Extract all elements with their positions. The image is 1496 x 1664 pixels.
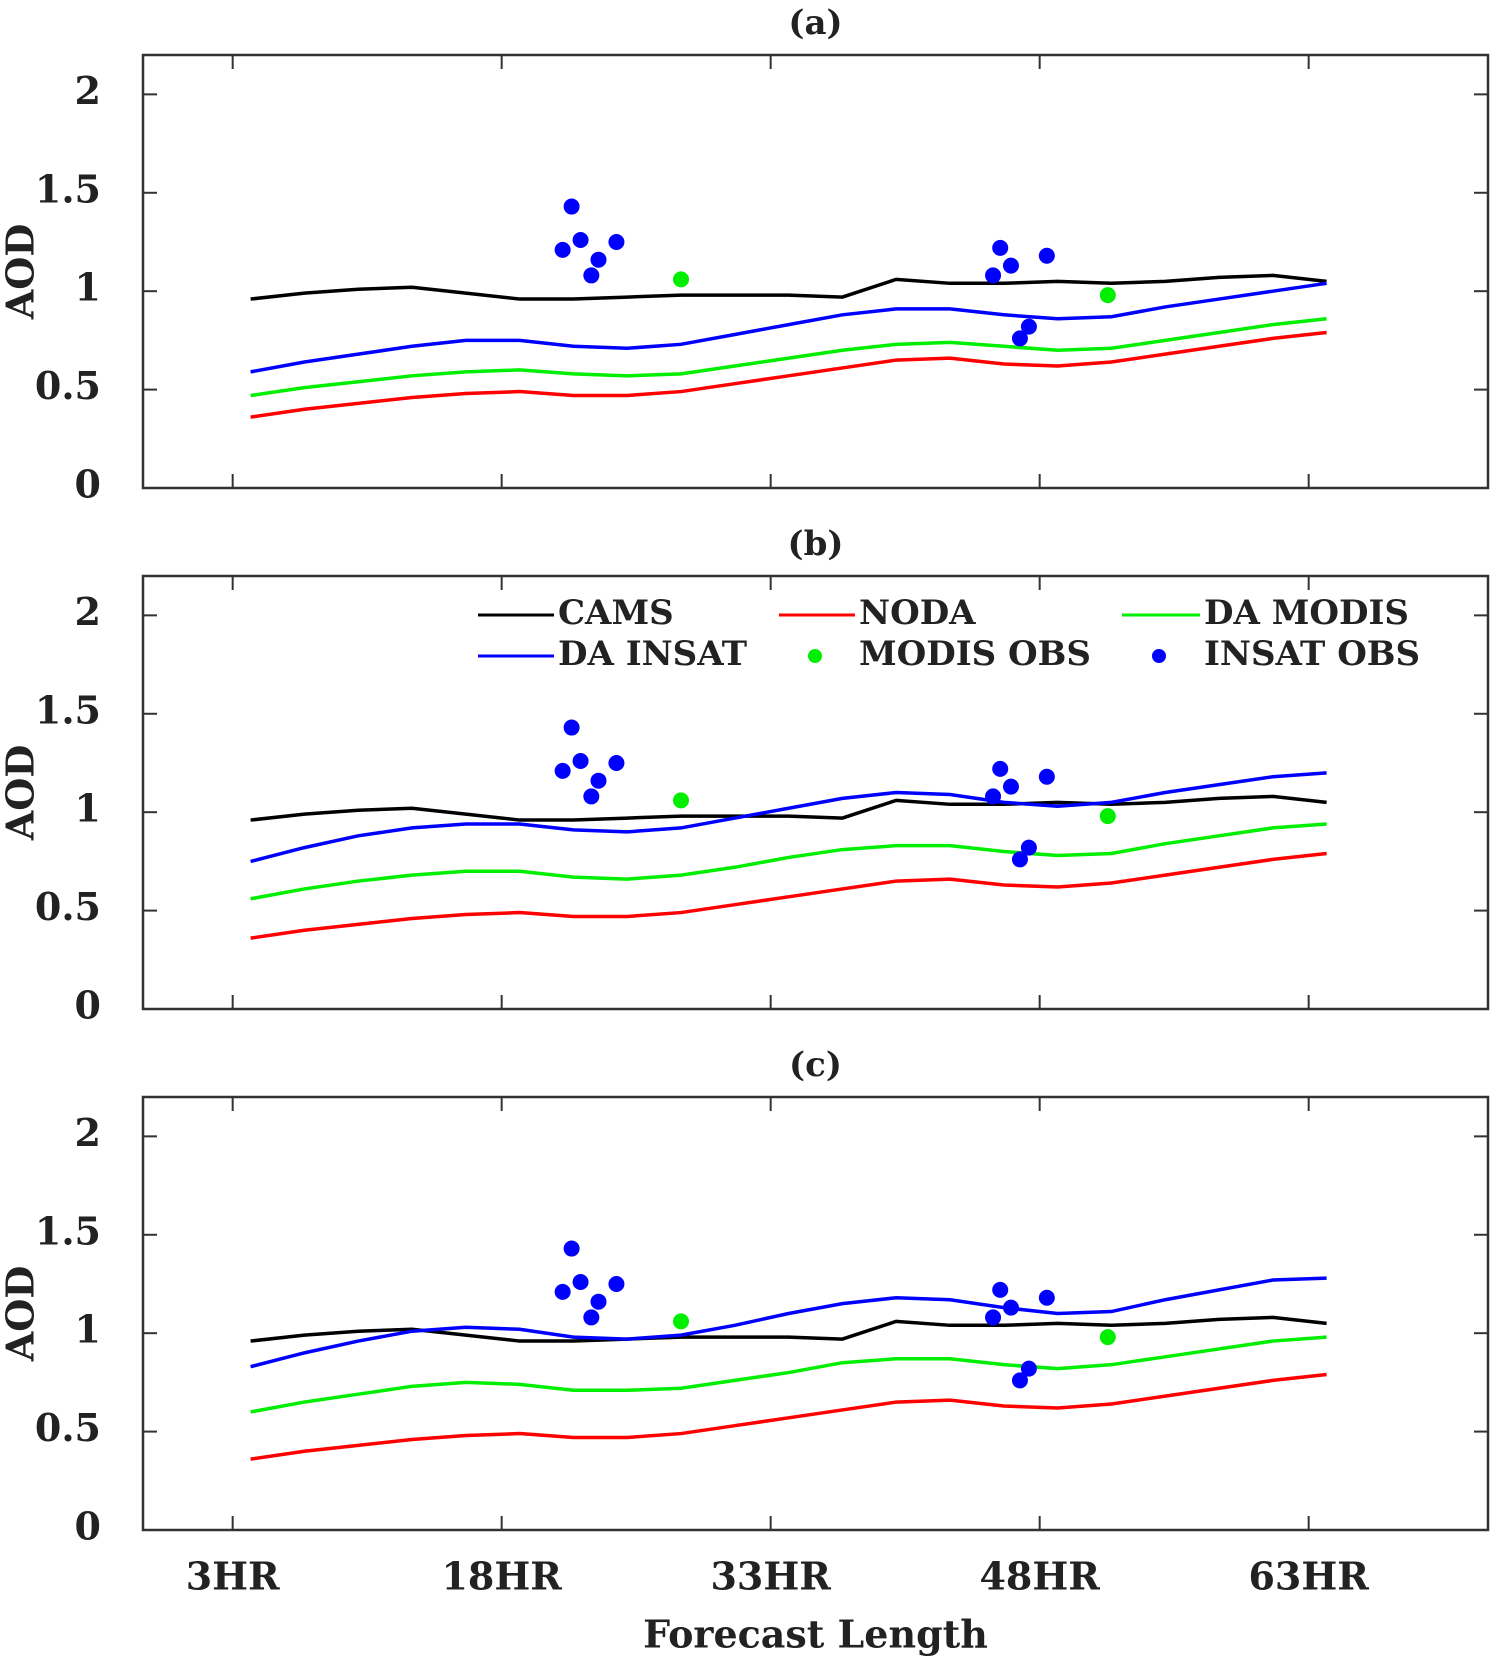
y-tick-label: 1.5 (35, 166, 101, 211)
obs-point (1002, 257, 1019, 274)
y-tick-label: 2 (75, 1110, 101, 1155)
y-tick-label: 0 (75, 462, 101, 507)
series-line (250, 330, 1327, 419)
obs-point (554, 241, 571, 258)
obs-point (1099, 1329, 1116, 1346)
obs-point (992, 760, 1009, 777)
obs-point (1011, 851, 1028, 868)
obs-point (608, 754, 625, 771)
obs-point (673, 792, 689, 809)
series-line (250, 794, 1327, 822)
series-line (250, 316, 1327, 398)
obs-point (572, 1274, 589, 1291)
series-line (250, 1372, 1327, 1461)
y-tick-label: 2 (75, 589, 101, 634)
obs-point (1099, 808, 1116, 825)
obs-point (673, 271, 689, 288)
obs-point (563, 198, 580, 215)
x-axis-label: Forecast Length (643, 1612, 988, 1657)
obs-point (1038, 247, 1055, 264)
panel-title: (c) (789, 1045, 842, 1085)
obs-point (590, 772, 607, 789)
y-tick-label: 0 (75, 983, 101, 1028)
obs-point (673, 1313, 689, 1330)
x-tick-label: 18HR (441, 1554, 562, 1599)
x-tick-label: 3HR (186, 1554, 280, 1599)
obs-point (985, 788, 1002, 805)
series-line (250, 281, 1327, 374)
obs-point (1020, 1360, 1037, 1377)
series-line (250, 1315, 1327, 1343)
obs-point (608, 1275, 625, 1292)
series-line (250, 822, 1327, 901)
legend-marker (808, 649, 822, 663)
series-line (250, 851, 1327, 940)
obs-point (992, 239, 1009, 256)
obs-point (1020, 839, 1037, 856)
x-tick-label: 48HR (979, 1554, 1100, 1599)
y-tick-label: 1 (75, 265, 101, 310)
obs-point (985, 1309, 1002, 1326)
obs-point (590, 1293, 607, 1310)
obs-point (1002, 778, 1019, 795)
obs-point (1011, 1372, 1028, 1389)
obs-point (1020, 318, 1037, 335)
obs-point (583, 267, 600, 284)
legend-label: DA MODIS (1204, 593, 1409, 633)
legend-label: NODA (859, 593, 976, 633)
y-tick-label: 0.5 (35, 363, 101, 408)
obs-point (608, 233, 625, 250)
obs-point (1038, 768, 1055, 785)
legend-label: MODIS OBS (859, 634, 1091, 674)
panel-title: (b) (788, 524, 844, 564)
obs-point (572, 232, 589, 249)
legend-label: CAMS (558, 593, 674, 633)
y-tick-label: 1.5 (35, 1208, 101, 1253)
axes-box (141, 574, 1490, 1011)
axes-box (141, 53, 1490, 490)
y-axis-label: AOD (0, 745, 43, 842)
y-axis-label: AOD (0, 224, 43, 321)
obs-point (563, 719, 580, 736)
series-line (250, 273, 1327, 301)
obs-point (1011, 330, 1028, 347)
obs-point (554, 762, 571, 779)
legend-label: DA INSAT (558, 634, 747, 674)
series-line (250, 1276, 1327, 1369)
obs-point (985, 267, 1002, 284)
y-tick-label: 2 (75, 68, 101, 113)
series-line (250, 1335, 1327, 1414)
y-tick-label: 0 (75, 1504, 101, 1549)
obs-point (572, 753, 589, 770)
legend-marker (1152, 649, 1166, 663)
obs-point (1002, 1299, 1019, 1316)
obs-point (992, 1281, 1009, 1298)
obs-point (563, 1240, 580, 1257)
x-tick-label: 63HR (1248, 1554, 1369, 1599)
panel-title: (a) (788, 3, 842, 43)
x-tick-label: 33HR (710, 1554, 831, 1599)
obs-point (1099, 287, 1116, 304)
y-tick-label: 0.5 (35, 1405, 101, 1450)
y-tick-label: 0.5 (35, 884, 101, 929)
legend-label: INSAT OBS (1204, 634, 1420, 674)
obs-point (583, 1309, 600, 1326)
y-tick-label: 1 (75, 1307, 101, 1352)
y-tick-label: 1 (75, 786, 101, 831)
y-tick-label: 1.5 (35, 687, 101, 732)
series-line (250, 771, 1327, 864)
y-axis-label: AOD (0, 1266, 43, 1363)
obs-point (554, 1283, 571, 1300)
obs-point (583, 788, 600, 805)
obs-point (590, 251, 607, 268)
obs-point (1038, 1289, 1055, 1306)
axes-box (141, 1095, 1490, 1532)
